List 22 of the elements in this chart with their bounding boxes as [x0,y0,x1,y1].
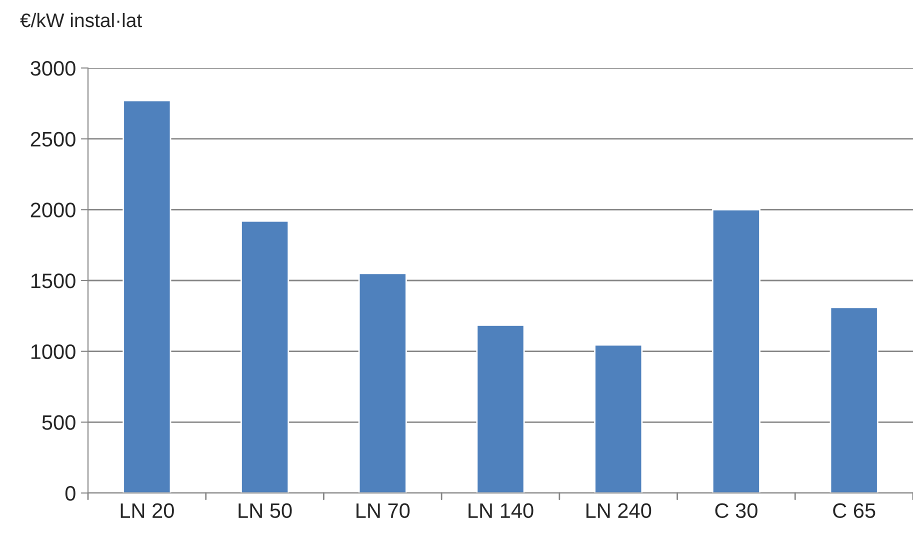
bar [594,344,643,493]
bar [358,272,407,493]
y-tick-label: 500 [42,415,76,430]
x-tick-label: LN 240 [586,503,652,518]
x-tick-label: C 65 [833,503,876,518]
bar [122,100,172,493]
x-tick-label: C 30 [715,503,758,518]
bar [240,220,290,493]
y-tick-label: 2500 [30,132,76,147]
y-tick-label: 1000 [31,344,76,360]
x-tick-label: LN 140 [468,503,534,518]
bar [712,208,760,493]
x-tick-label: LN 20 [120,503,174,518]
x-tick-label: LN 70 [356,503,410,518]
y-tick-label: 0 [65,486,76,501]
bar [476,324,525,493]
y-axis-title: €/kW instal·lat [20,12,142,28]
bar [830,306,878,493]
y-tick-label: 2000 [30,202,76,218]
y-tick-label: 3000 [30,61,76,76]
x-tick-label: LN 50 [238,503,292,518]
y-tick-label: 1500 [31,274,76,288]
